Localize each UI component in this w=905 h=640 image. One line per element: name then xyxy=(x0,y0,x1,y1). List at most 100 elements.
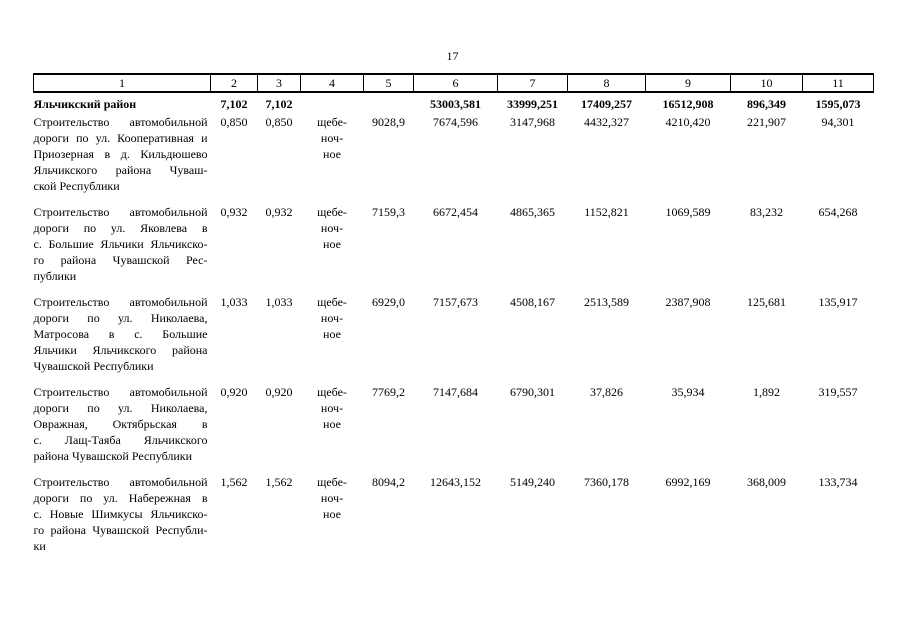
amount-value-col-8: 37,826 xyxy=(590,385,623,399)
amount-value-col-11: 319,557 xyxy=(818,385,858,399)
summary-value-col-6: 53003,581 xyxy=(430,97,481,111)
amount-value-col-11: 654,268 xyxy=(818,205,858,219)
amount-value-col-10: 221,907 xyxy=(747,115,786,129)
surface-type-line: ноч- xyxy=(320,401,344,415)
amount-value-col-9: 35,934 xyxy=(671,385,705,399)
header-col-5: 5 xyxy=(363,73,414,93)
summary-value-col-2: 7,102 xyxy=(220,97,248,111)
description-line: дороги по ул. Яковлева в xyxy=(33,221,208,235)
summary-value-col-3: 7,102 xyxy=(265,97,293,111)
surface-type-line: ное xyxy=(323,147,341,161)
summary-value-col-11: 1595,073 xyxy=(815,97,861,111)
surface-type-line: ное xyxy=(323,417,341,431)
amount-value-col-5: 8094,2 xyxy=(372,475,405,489)
project-description: Строительство автомобильной дороги по ул.… xyxy=(34,294,211,384)
description-line: дороги по ул. Набережная в xyxy=(33,491,208,505)
amount-value-col-10: 1,892 xyxy=(753,385,780,399)
header-col-6: 6 xyxy=(413,73,498,93)
description-line: Приозерная в д. Кильдюшево xyxy=(33,147,208,161)
project-row: Строительство автомобильной дороги по ул.… xyxy=(34,114,874,204)
amount-value-col-7: 4508,167 xyxy=(510,295,555,309)
road-projects-table: 1 2 3 4 5 6 7 8 9 10 11 Яльчикский район 7,102 7,102… xyxy=(33,73,874,564)
project-description: Строительство автомобильной дороги по ул.… xyxy=(34,474,211,564)
header-col-9: 9 xyxy=(645,73,731,93)
amount-value-col-6: 12643,152 xyxy=(430,475,481,489)
description-line: с. Лащ-Таяба Яльчикского xyxy=(33,433,208,447)
amount-value-col-10: 83,232 xyxy=(750,205,783,219)
length-value-col-2: 1,033 xyxy=(220,295,248,309)
header-col-8: 8 xyxy=(567,73,646,93)
summary-value-col-4 xyxy=(301,92,364,114)
surface-type: щебе-ноч-ное xyxy=(301,474,364,564)
description-line: публики xyxy=(33,269,77,283)
description-line: го района Чувашской Рес- xyxy=(33,253,208,267)
amount-value-col-11: 94,301 xyxy=(821,115,855,129)
amount-value-col-10: 125,681 xyxy=(747,295,786,309)
length-value-col-3: 0,920 xyxy=(265,385,293,399)
project-row: Строительство автомобильной дороги по ул.… xyxy=(34,384,874,474)
amount-value-col-8: 1152,821 xyxy=(584,205,629,219)
description-line: ской Республики xyxy=(33,179,120,193)
amount-value-col-7: 3147,968 xyxy=(510,115,555,129)
amount-value-col-5: 9028,9 xyxy=(372,115,405,129)
length-value-col-2: 0,920 xyxy=(220,385,248,399)
amount-value-col-5: 6929,0 xyxy=(372,295,405,309)
amount-value-col-9: 4210,420 xyxy=(665,115,711,129)
project-row: Строительство автомобильной дороги по ул.… xyxy=(34,294,874,384)
header-col-4: 4 xyxy=(300,73,364,93)
header-col-11: 11 xyxy=(802,73,874,93)
amount-value-col-6: 7674,596 xyxy=(433,115,478,129)
district-summary-row: Яльчикский район 7,102 7,102 53003,581 33999… xyxy=(34,92,874,114)
surface-type-line: щебе- xyxy=(317,475,347,489)
summary-value-col-7: 33999,251 xyxy=(507,97,558,111)
surface-type-line: щебе- xyxy=(317,295,347,309)
project-description: Строительство автомобильной дороги по ул.… xyxy=(34,114,211,204)
amount-value-col-5: 7769,2 xyxy=(372,385,405,399)
header-col-7: 7 xyxy=(497,73,568,93)
project-row: Строительство автомобильной дороги по ул.… xyxy=(34,474,874,564)
amount-value-col-8: 2513,589 xyxy=(584,295,629,309)
description-line: дороги по ул. Николаева, xyxy=(33,311,208,325)
amount-value-col-7: 6790,301 xyxy=(510,385,555,399)
header-col-1: 1 xyxy=(33,73,211,93)
amount-value-col-6: 7147,684 xyxy=(433,385,478,399)
description-line: Яльчики Яльчикского района xyxy=(33,343,208,357)
length-value-col-2: 0,850 xyxy=(220,115,248,129)
description-line: с. Большие Яльчики Яльчикско- xyxy=(33,237,208,251)
description-line: Строительство автомобильной xyxy=(33,475,208,489)
description-line: Строительство автомобильной xyxy=(33,295,208,309)
amount-value-col-9: 6992,169 xyxy=(665,475,711,489)
description-line: Строительство автомобильной xyxy=(33,385,208,399)
description-line: дороги по ул. Николаева, xyxy=(33,401,208,415)
surface-type-line: ное xyxy=(323,237,341,251)
amount-value-col-7: 4865,365 xyxy=(510,205,555,219)
table-body: Яльчикский район 7,102 7,102 53003,581 33999… xyxy=(34,92,874,564)
surface-type-line: щебе- xyxy=(317,115,347,129)
surface-type-line: ное xyxy=(323,327,341,341)
summary-value-col-5 xyxy=(364,92,414,114)
surface-type: щебе-ноч-ное xyxy=(301,294,364,384)
length-value-col-3: 0,932 xyxy=(265,205,293,219)
description-line: дороги по ул. Кооперативная и xyxy=(33,131,208,145)
summary-value-col-9: 16512,908 xyxy=(662,97,714,111)
project-row: Строительство автомобильной дороги по ул.… xyxy=(34,204,874,294)
page-number: 17 xyxy=(446,49,459,63)
header-col-2: 2 xyxy=(210,73,258,93)
surface-type: щебе-ноч-ное xyxy=(301,204,364,294)
length-value-col-2: 0,932 xyxy=(220,205,248,219)
description-line: го района Чувашской Республи- xyxy=(33,523,208,537)
description-line: района Чувашской Республики xyxy=(33,449,193,463)
description-line: с. Новые Шимкусы Яльчикско- xyxy=(33,507,208,521)
surface-type-line: ноч- xyxy=(320,491,344,505)
amount-value-col-7: 5149,240 xyxy=(510,475,555,489)
amount-value-col-5: 7159,3 xyxy=(372,205,405,219)
surface-type: щебе-ноч-ное xyxy=(301,384,364,474)
amount-value-col-10: 368,009 xyxy=(747,475,786,489)
description-line: ки xyxy=(33,539,46,553)
summary-value-col-8: 17409,257 xyxy=(581,97,632,111)
table-header-row: 1 2 3 4 5 6 7 8 9 10 11 xyxy=(33,73,874,93)
surface-type-line: щебе- xyxy=(317,385,347,399)
amount-value-col-9: 1069,589 xyxy=(665,205,711,219)
description-line: Овражная, Октябрьская в xyxy=(33,417,208,431)
